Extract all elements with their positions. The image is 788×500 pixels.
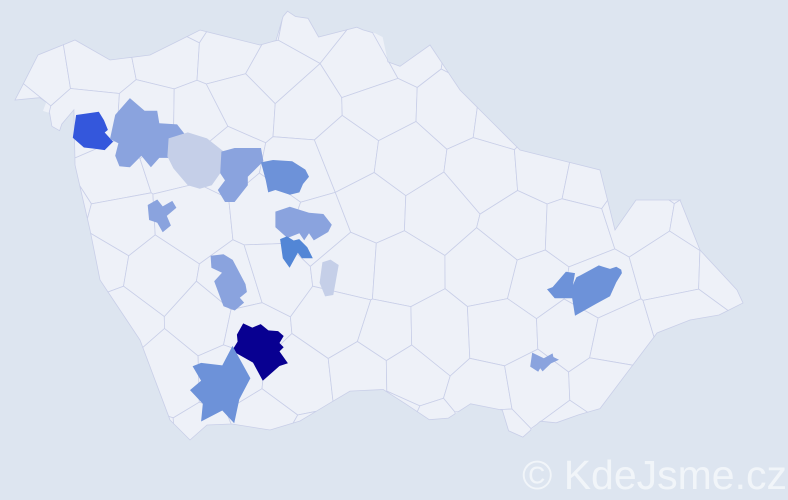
svg-text:© KdeJsme.cz: © KdeJsme.cz	[522, 452, 787, 498]
